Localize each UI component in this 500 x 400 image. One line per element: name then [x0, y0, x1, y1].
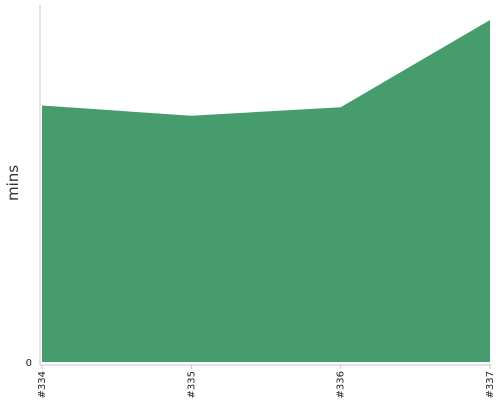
- x-tick-label: #335: [186, 371, 197, 398]
- area-series: [42, 20, 490, 362]
- y-axis-label: mins: [4, 165, 22, 201]
- y-tick-label: 0: [26, 358, 32, 369]
- x-tick-labels: #334 #335 #336 #337: [37, 365, 496, 398]
- x-tick-label: #336: [336, 371, 347, 398]
- x-tick-label: #337: [485, 371, 496, 398]
- x-tick-label: #334: [37, 371, 48, 398]
- area-fill: [42, 20, 490, 362]
